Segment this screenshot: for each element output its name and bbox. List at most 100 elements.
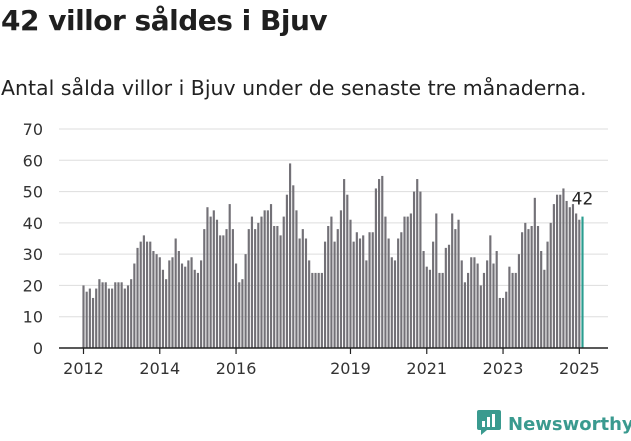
bar	[540, 251, 543, 348]
bar	[438, 272, 441, 348]
bar	[165, 279, 168, 348]
bar	[498, 297, 501, 348]
bar	[174, 238, 177, 348]
bar	[397, 238, 400, 348]
bar	[161, 269, 165, 348]
bar	[543, 269, 546, 348]
bar	[82, 285, 85, 348]
y-tick-label: 0	[33, 339, 43, 358]
bar	[266, 210, 269, 348]
bar	[101, 282, 104, 348]
brand-name: Newsworthy	[508, 414, 631, 435]
bar	[562, 188, 565, 348]
bar	[304, 238, 308, 348]
bar	[241, 279, 244, 348]
bar	[432, 241, 435, 348]
bar	[263, 210, 266, 348]
bar	[295, 210, 298, 348]
bar	[381, 175, 384, 348]
bar	[565, 200, 568, 348]
bar	[238, 282, 241, 348]
bar	[441, 272, 444, 348]
bar	[387, 238, 390, 348]
bar	[215, 219, 219, 348]
bar	[301, 229, 304, 348]
bar	[225, 229, 228, 348]
bar	[139, 241, 142, 348]
bar	[435, 213, 438, 348]
bar	[317, 272, 320, 348]
bar	[339, 210, 343, 348]
bar	[425, 266, 428, 348]
x-axis: 2012 2014 2016 2019 2021 2023 2025	[59, 347, 608, 378]
bar	[409, 213, 412, 348]
x-tick-label: 2023	[483, 359, 524, 378]
bar	[495, 251, 498, 348]
bar	[355, 232, 358, 348]
bar	[126, 285, 130, 348]
bar	[492, 263, 495, 348]
bar	[521, 232, 524, 348]
bar	[91, 297, 95, 348]
bar	[254, 229, 257, 348]
y-axis-ticks: 0 10 20 30 40 50 60 70	[23, 120, 43, 358]
bar-chart: 0 10 20 30 40 50 60 70 2012 2014 2016 2019 2021 2023…	[23, 120, 608, 378]
bar	[365, 260, 368, 348]
page-subtitle: Antal sålda villor i Bjuv under de senas…	[1, 76, 587, 100]
bar	[219, 235, 222, 348]
bar	[257, 222, 260, 348]
bar	[358, 238, 362, 348]
bar	[333, 241, 336, 348]
bar	[511, 272, 514, 348]
bar	[320, 272, 323, 348]
y-tick-label: 60	[23, 151, 43, 170]
bar	[149, 241, 152, 348]
bar	[466, 272, 470, 348]
bar	[104, 282, 107, 348]
x-tick-label: 2016	[216, 359, 257, 378]
bar	[349, 219, 352, 348]
x-tick-label: 2012	[63, 359, 104, 378]
bar	[447, 244, 451, 348]
bar	[314, 272, 317, 348]
x-tick-label: 2025	[559, 359, 600, 378]
bar	[323, 241, 327, 348]
bar	[250, 216, 254, 348]
bar	[514, 272, 517, 348]
bar	[559, 194, 562, 348]
bar	[444, 247, 447, 348]
bar	[451, 213, 454, 348]
bar	[155, 254, 158, 348]
bar	[276, 225, 279, 348]
bar	[346, 194, 349, 348]
bar	[308, 260, 311, 348]
bar	[196, 272, 200, 348]
bar	[406, 216, 409, 348]
bar	[571, 204, 575, 348]
bar	[273, 225, 276, 348]
bar	[390, 257, 393, 348]
x-tick-label: 2021	[406, 359, 447, 378]
bar	[343, 179, 346, 348]
bar	[473, 257, 476, 348]
bar	[247, 229, 250, 348]
bar	[311, 272, 314, 348]
bar	[463, 282, 466, 348]
bar	[200, 260, 203, 348]
bar	[285, 194, 288, 348]
bar	[133, 263, 136, 348]
bar	[244, 254, 247, 348]
bar	[476, 263, 479, 348]
bar	[517, 254, 521, 348]
bar	[107, 288, 111, 348]
bar	[352, 241, 355, 348]
latest-value-label: 42	[572, 190, 594, 210]
bar	[501, 297, 505, 348]
bar	[95, 288, 98, 348]
bar	[527, 229, 530, 348]
bar	[419, 191, 422, 348]
bar	[479, 285, 482, 348]
bar	[152, 251, 155, 348]
bar	[203, 229, 206, 348]
bar-chart-logo-icon	[476, 408, 502, 441]
